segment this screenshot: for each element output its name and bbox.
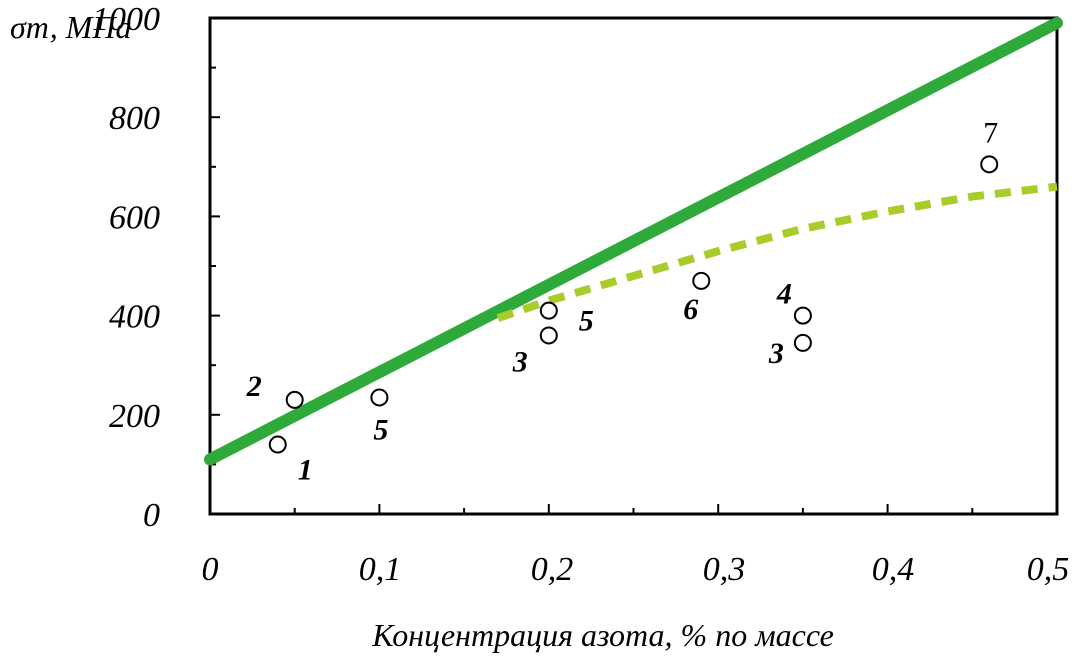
plot-frame [208,16,1059,516]
point-labels: 1 2 5 3 5 6 4 3 7 [246,116,999,486]
x-tick-label: 0,5 [1027,551,1070,588]
data-point [285,390,304,409]
solid-trend-line [204,16,1063,466]
data-point-label: 7 [983,116,998,149]
data-point-label: 1 [298,454,313,487]
y-tick-label: 600 [109,199,160,236]
data-point-label: 3 [512,345,528,378]
y-tick-label: 800 [109,100,160,137]
data-point-label: 5 [373,413,388,446]
data-point [539,301,558,320]
y-axis-title: σт, МПа [10,9,131,45]
y-tick-label: 1000 [92,1,160,38]
y-tick-label: 0 [143,497,160,534]
x-tick-label: 0,4 [872,551,915,588]
x-tick-labels: 0 0,1 0,2 0,3 0,4 0,5 [202,551,1070,588]
data-point [268,435,287,454]
x-tick-label: 0,2 [531,551,574,588]
data-point-label: 6 [683,293,698,326]
data-point-label: 2 [246,370,262,403]
data-point [370,388,389,407]
x-axis-title: Концентрация азота, % по массе [371,617,834,653]
x-tick-label: 0,1 [359,551,402,588]
data-point [539,326,558,345]
data-point [793,306,812,325]
x-tick-label: 0 [202,551,219,588]
y-tick-label: 400 [109,299,160,336]
data-point-label: 4 [776,278,792,311]
data-point [980,155,999,174]
data-points [268,155,999,454]
data-point [793,333,812,352]
y-tick-labels: 0 200 400 600 800 1000 [92,1,160,534]
data-point-label: 3 [768,337,784,370]
y-tick-label: 200 [109,398,160,435]
x-tick-label: 0,3 [703,551,746,588]
data-point-label: 5 [579,305,594,338]
data-point [692,271,711,290]
dashed-trend-line [496,182,1058,322]
data-lines [204,16,1063,466]
